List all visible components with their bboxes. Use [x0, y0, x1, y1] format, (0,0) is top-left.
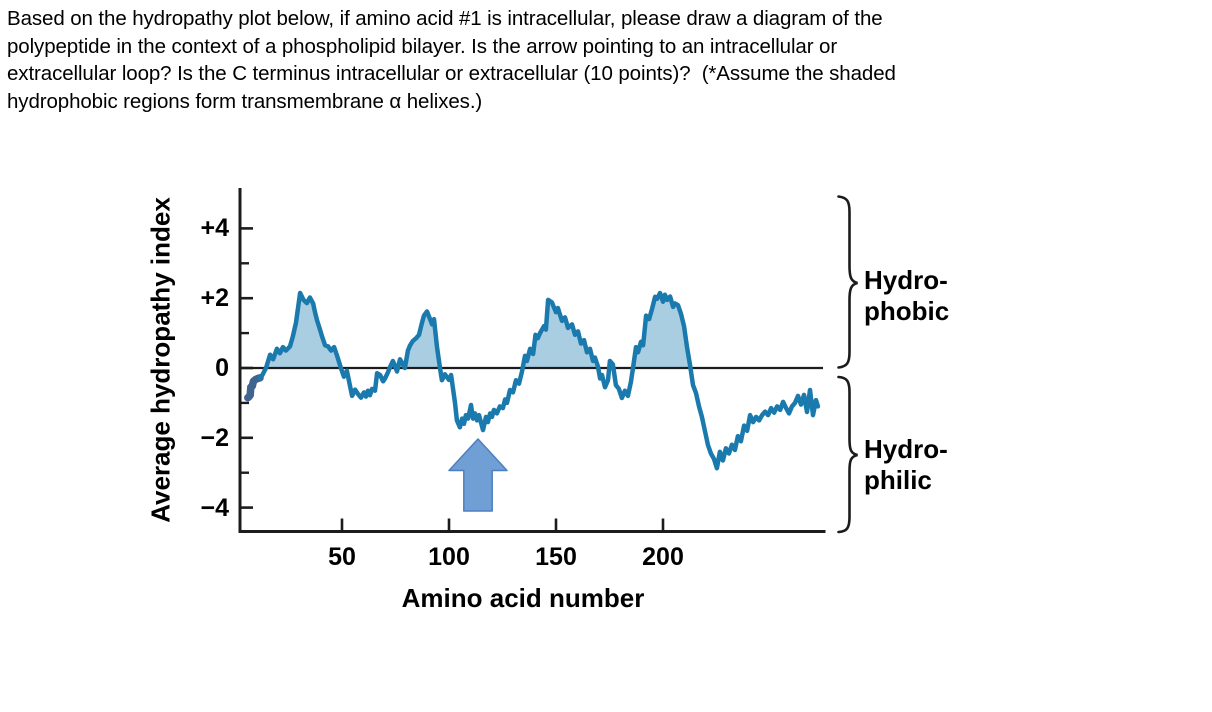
- y-tick-label: 0: [215, 354, 229, 382]
- y-tick-label: −2: [200, 423, 229, 452]
- y-tick-label: +2: [200, 284, 229, 313]
- hydrophilic-label-line2: philic: [864, 465, 932, 495]
- question-text: Based on the hydropathy plot below, if a…: [7, 5, 896, 115]
- hydrophobic-label-line2: phobic: [864, 296, 950, 326]
- question-line-3: extracellular loop? Is the C terminus in…: [7, 62, 896, 85]
- question-line-1: Based on the hydropathy plot below, if a…: [7, 7, 883, 30]
- x-tick-label: 50: [328, 543, 356, 571]
- question-line-4: hydrophobic regions form transmembrane α…: [7, 89, 483, 113]
- x-tick-label: 100: [428, 543, 470, 571]
- hydropathy-curve: [257, 290, 821, 471]
- hydrophobic-label: Hydro- phobic: [864, 265, 949, 327]
- arrow-annotation: [448, 438, 508, 512]
- y-tick-label: +4: [200, 214, 229, 243]
- x-tick-label: 200: [642, 543, 684, 571]
- x-axis-title: Amino acid number: [401, 583, 645, 613]
- hydrophilic-label: Hydro- philic: [864, 434, 948, 496]
- y-tick-label: −4: [200, 493, 229, 522]
- hydrophobic-label-line1: Hydro-: [864, 265, 948, 295]
- hydrophilic-label-line1: Hydro-: [864, 434, 948, 464]
- x-tick-label: 150: [535, 543, 577, 571]
- hydrophilic-brace: [837, 375, 858, 534]
- hydrophobic-brace: [837, 195, 858, 369]
- n-terminus-segment: [244, 374, 264, 402]
- question-line-2: polypeptide in the context of a phosphol…: [7, 34, 838, 58]
